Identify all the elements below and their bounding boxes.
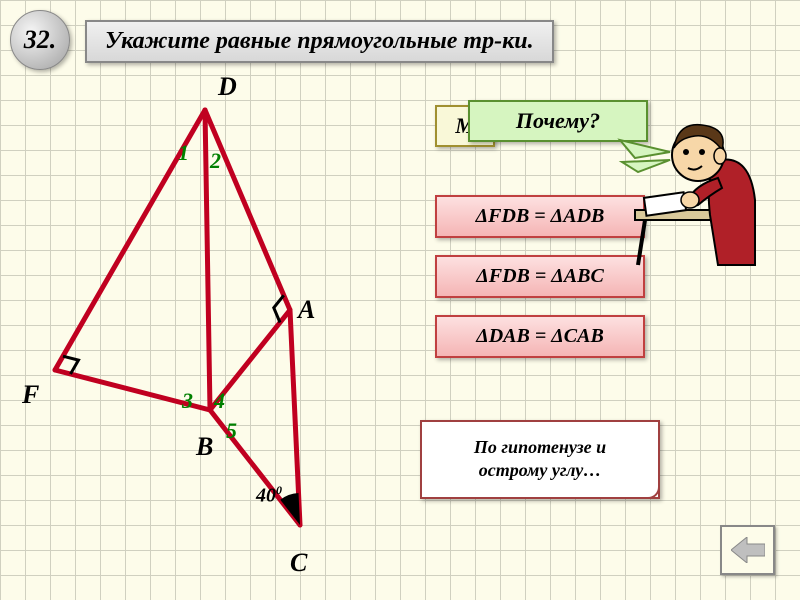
problem-number: 32. (24, 25, 57, 55)
vertex-label-D: D (218, 72, 237, 102)
hint-line2: острому углу… (479, 460, 602, 480)
title-text: Укажите равные прямоугольные тр-ки. (105, 28, 534, 54)
angle-num-3: 3 (182, 388, 193, 414)
vertex-label-C: C (290, 548, 307, 578)
geometry-diagram (0, 70, 380, 580)
hint-box: По гипотенузе и острому углу… (420, 420, 660, 499)
hint-line1: По гипотенузе и (474, 437, 606, 457)
vertex-label-B: B (196, 432, 213, 462)
arrow-left-icon (731, 537, 765, 563)
vertex-label-A: A (298, 295, 315, 325)
problem-number-badge: 32. (10, 10, 70, 70)
angle-40-label: 400 (256, 483, 282, 508)
vertex-label-F: F (22, 380, 39, 410)
answer-box-3[interactable]: ΔDAB = ΔCAB (435, 315, 645, 358)
title-box: Укажите равные прямоугольные тр-ки. (85, 20, 554, 63)
angle-num-4: 4 (214, 388, 225, 414)
angle-num-5: 5 (226, 418, 237, 444)
angle-num-1: 1 (178, 140, 189, 166)
answer-text-3: ΔDAB = ΔCAB (476, 325, 604, 347)
angle-num-2: 2 (210, 148, 221, 174)
question-text: Почему? (516, 108, 600, 133)
student-clipart (610, 100, 780, 270)
nav-back-button[interactable] (720, 525, 775, 575)
answer-text-2: ΔFDB = ΔABC (476, 265, 604, 287)
answer-text-1: ΔFDB = ΔADB (476, 205, 605, 227)
